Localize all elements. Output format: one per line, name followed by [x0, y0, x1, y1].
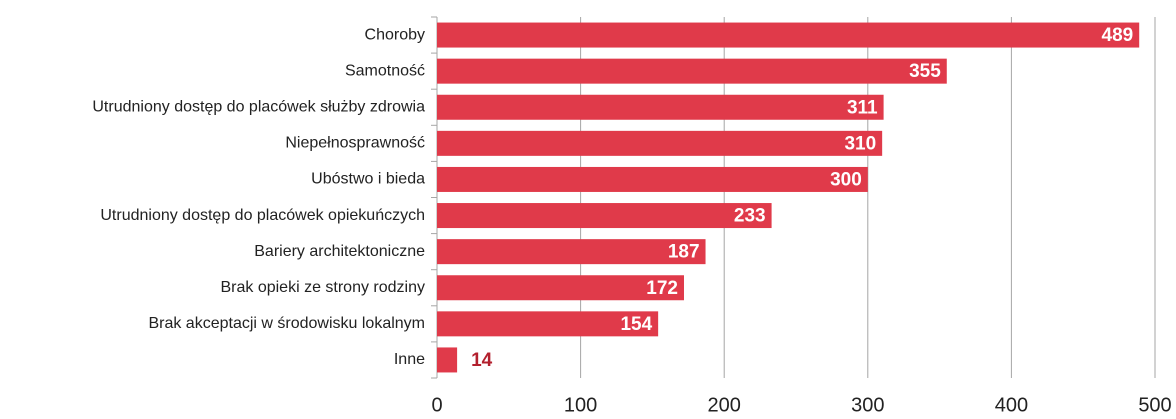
- value-label: 489: [1102, 25, 1134, 46]
- value-label: 300: [830, 169, 862, 190]
- x-tick-label: 400: [995, 394, 1028, 416]
- x-tick-label: 500: [1138, 394, 1171, 416]
- y-tick-label: Choroby: [365, 26, 425, 43]
- y-tick-label: Niepełnosprawność: [285, 135, 425, 152]
- bar: [437, 203, 772, 229]
- y-tick-label: Utrudniony dostęp do placówek służby zdr…: [92, 98, 425, 115]
- value-label: 14: [471, 350, 493, 371]
- value-label: 355: [909, 61, 941, 82]
- y-tick-label: Ubóstwo i bieda: [311, 171, 425, 188]
- bar: [437, 311, 659, 337]
- x-tick-label: 100: [564, 394, 597, 416]
- value-label: 311: [847, 97, 878, 118]
- bar: [437, 275, 684, 301]
- bar: [437, 22, 1140, 48]
- bar: [437, 58, 947, 84]
- x-tick-label: 0: [431, 394, 442, 416]
- bar: [437, 239, 706, 265]
- y-tick-label: Brak opieki ze strony rodziny: [220, 279, 425, 296]
- x-tick-label: 200: [708, 394, 741, 416]
- x-tick-label: 300: [851, 394, 884, 416]
- value-label: 172: [646, 278, 678, 299]
- bar: [437, 347, 458, 373]
- y-tick-label: Inne: [394, 351, 425, 368]
- y-tick-label: Samotność: [345, 62, 425, 79]
- y-tick-label: Utrudniony dostęp do placówek opiekuńczy…: [100, 207, 425, 224]
- value-label: 187: [668, 242, 700, 263]
- y-tick-label: Bariery architektoniczne: [254, 243, 425, 260]
- y-tick-label: Brak akceptacji w środowisku lokalnym: [148, 315, 425, 332]
- value-label: 154: [620, 314, 652, 335]
- value-label: 310: [844, 133, 876, 154]
- bar: [437, 130, 883, 156]
- bar: [437, 166, 868, 192]
- bar: [437, 94, 884, 120]
- value-label: 233: [734, 206, 766, 227]
